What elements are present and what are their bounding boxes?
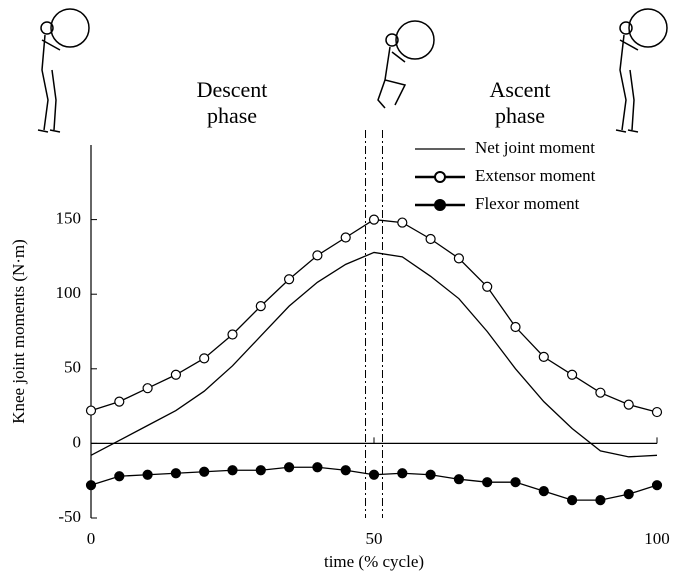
- data-point: [426, 234, 435, 243]
- data-point: [568, 370, 577, 379]
- series-line: [91, 252, 657, 456]
- annotation: phase: [207, 103, 257, 128]
- data-point: [624, 400, 633, 409]
- legend-marker: [435, 200, 445, 210]
- data-point: [426, 470, 435, 479]
- data-point: [341, 466, 350, 475]
- data-point: [568, 496, 577, 505]
- data-point: [511, 478, 520, 487]
- figure-standing-left: [38, 9, 89, 132]
- data-point: [341, 233, 350, 242]
- data-point: [370, 470, 379, 479]
- data-point: [87, 406, 96, 415]
- y-tick-label: -50: [58, 507, 81, 526]
- data-point: [511, 323, 520, 332]
- data-point: [653, 408, 662, 417]
- data-point: [200, 467, 209, 476]
- data-point: [370, 215, 379, 224]
- y-tick-label: 0: [73, 432, 82, 451]
- data-point: [653, 481, 662, 490]
- x-tick-label: 50: [366, 529, 383, 548]
- data-point: [539, 487, 548, 496]
- data-point: [256, 466, 265, 475]
- data-point: [398, 469, 407, 478]
- data-point: [143, 384, 152, 393]
- x-tick-label: 0: [87, 529, 96, 548]
- data-point: [285, 275, 294, 284]
- data-point: [313, 251, 322, 260]
- data-point: [171, 469, 180, 478]
- y-tick-label: 100: [56, 283, 82, 302]
- annotation: phase: [495, 103, 545, 128]
- data-point: [398, 218, 407, 227]
- legend-marker: [435, 172, 445, 182]
- data-point: [171, 370, 180, 379]
- chart: -50 0 50 100 150 0 50 100 time (% cycle) Knee joi…: [0, 0, 678, 576]
- data-point: [228, 466, 237, 475]
- data-point: [200, 354, 209, 363]
- data-point: [115, 472, 124, 481]
- data-point: [596, 388, 605, 397]
- data-point: [454, 475, 463, 484]
- data-point: [313, 463, 322, 472]
- data-point: [596, 496, 605, 505]
- data-point: [143, 470, 152, 479]
- legend-label: Extensor moment: [475, 166, 596, 185]
- data-point: [454, 254, 463, 263]
- data-point: [87, 481, 96, 490]
- data-point: [483, 282, 492, 291]
- y-tick-label: 50: [64, 358, 81, 377]
- data-point: [624, 490, 633, 499]
- figure-standing-right: [616, 9, 667, 132]
- annotation: Ascent: [489, 77, 550, 102]
- figure-squatting: [378, 21, 434, 108]
- data-point: [285, 463, 294, 472]
- data-point: [483, 478, 492, 487]
- x-tick-label: 100: [644, 529, 670, 548]
- legend-label: Net joint moment: [475, 138, 595, 157]
- x-axis-label: time (% cycle): [324, 552, 424, 571]
- annotation: Descent: [197, 77, 268, 102]
- series-line: [91, 220, 657, 412]
- data-point: [539, 352, 548, 361]
- data-point: [256, 302, 265, 311]
- y-tick-label: 150: [56, 209, 82, 228]
- data-point: [115, 397, 124, 406]
- y-axis-label: Knee joint moments (N·m): [9, 239, 28, 424]
- data-point: [228, 330, 237, 339]
- legend-label: Flexor moment: [475, 194, 580, 213]
